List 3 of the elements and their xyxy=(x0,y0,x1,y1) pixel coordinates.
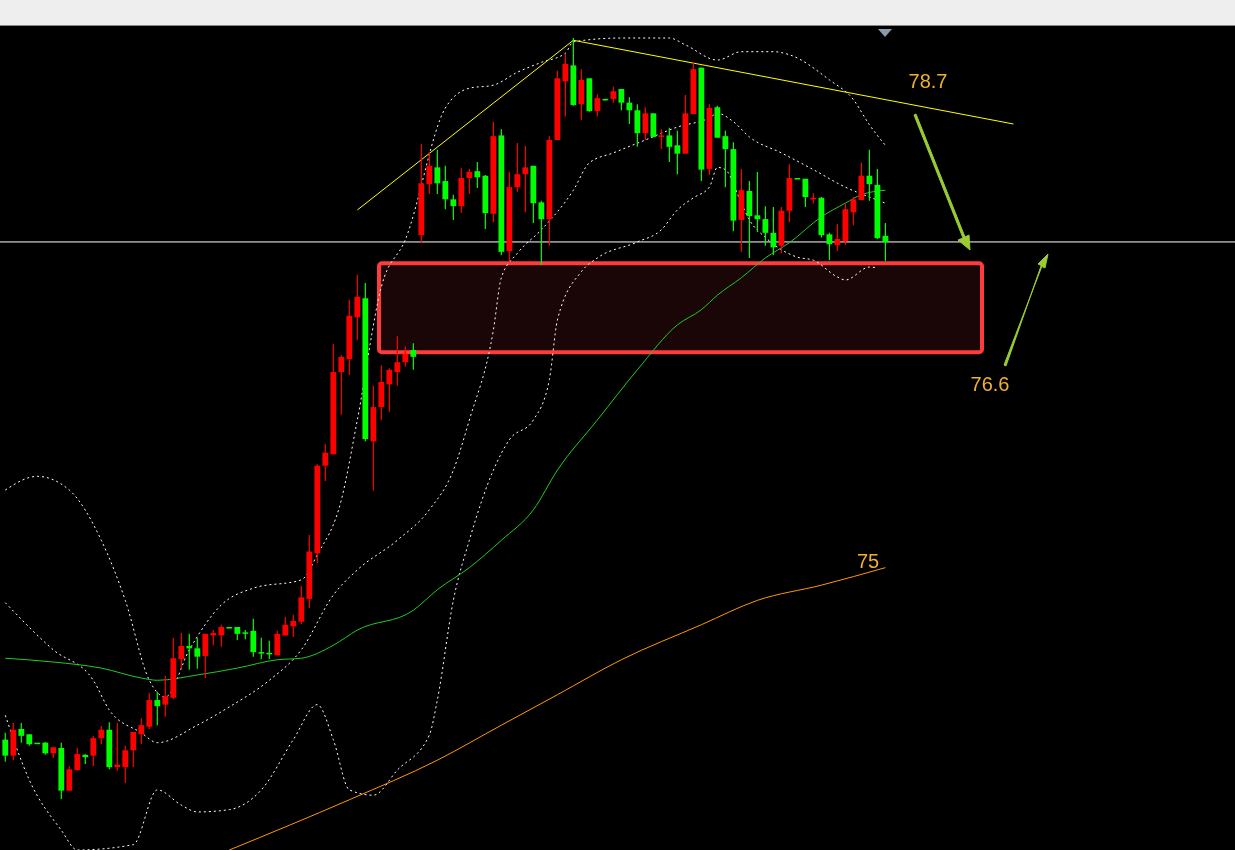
annotation: 78.7 xyxy=(908,70,948,92)
annotation: 75 xyxy=(856,550,880,572)
annotation: 76.6 xyxy=(970,373,1010,395)
